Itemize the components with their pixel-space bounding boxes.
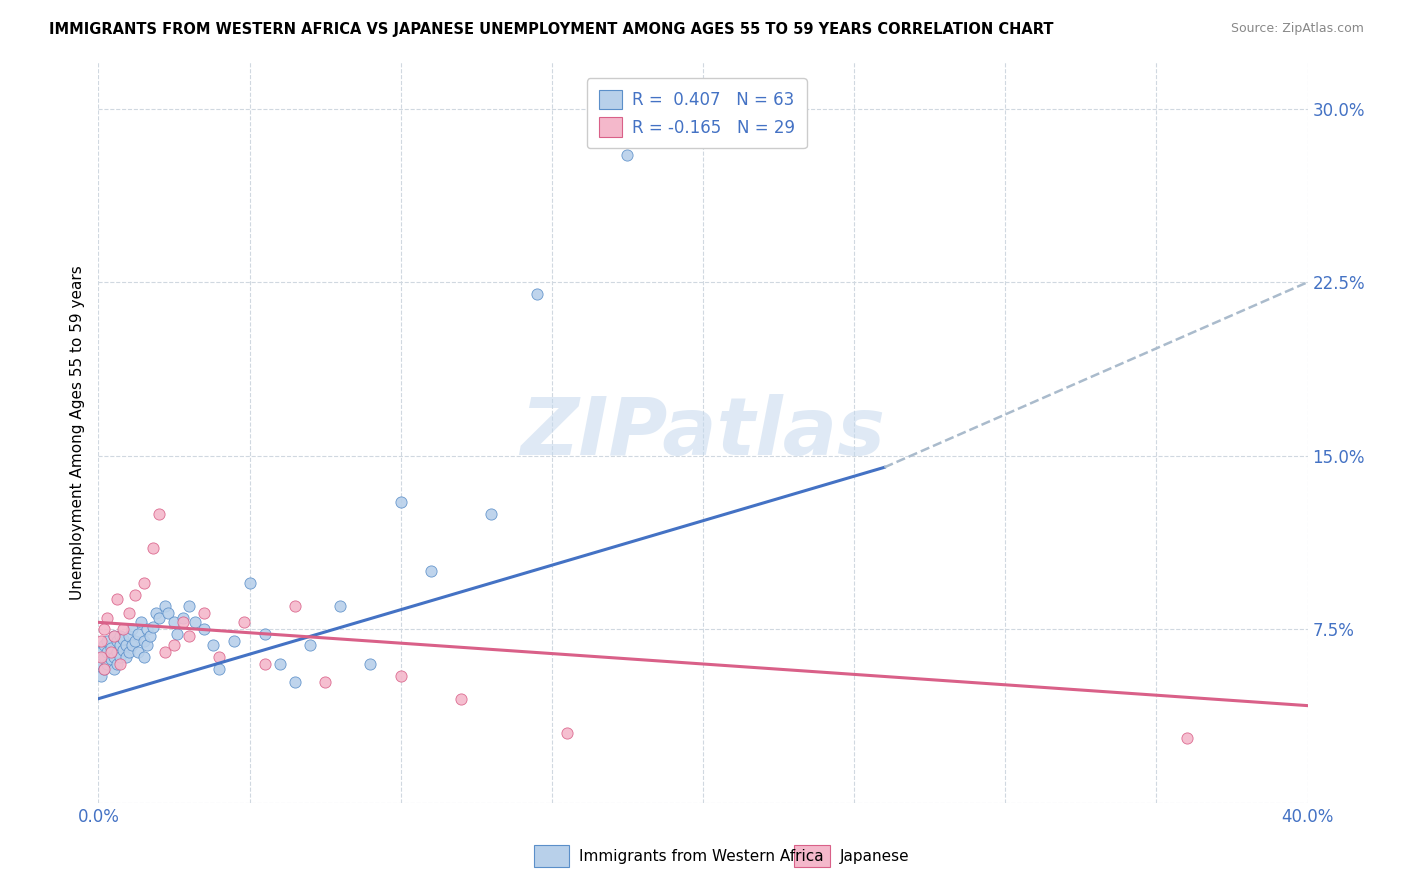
Point (172, 610, 194, 624)
Point (142, 620, 165, 634)
Point (127, 627, 149, 641)
Point (616, 148, 638, 162)
Point (124, 588, 146, 602)
Point (329, 599, 352, 614)
Point (93, 622, 115, 636)
Point (108, 650, 131, 665)
Point (389, 495, 412, 509)
Point (135, 622, 157, 636)
Point (145, 606, 167, 620)
Point (93, 639, 115, 653)
Point (118, 606, 141, 620)
Point (121, 639, 143, 653)
Point (179, 599, 201, 614)
Point (103, 629, 125, 643)
Point (96, 610, 118, 624)
Point (314, 675, 336, 690)
Point (96, 657, 118, 671)
Point (156, 606, 179, 620)
Point (132, 576, 155, 591)
Point (450, 691, 472, 706)
Point (389, 668, 412, 682)
Point (132, 633, 155, 648)
Text: Japanese: Japanese (839, 849, 910, 863)
Point (148, 507, 170, 521)
Point (163, 639, 186, 653)
Point (105, 592, 128, 607)
Point (111, 643, 134, 657)
Point (114, 650, 136, 665)
Point (172, 615, 194, 630)
Point (299, 639, 322, 653)
Text: Immigrants from Western Africa: Immigrants from Western Africa (579, 849, 824, 863)
Point (93, 662, 115, 676)
Point (135, 639, 157, 653)
Point (284, 675, 307, 690)
Point (1175, 731, 1198, 745)
Point (129, 615, 152, 630)
Text: IMMIGRANTS FROM WESTERN AFRICA VS JAPANESE UNEMPLOYMENT AMONG AGES 55 TO 59 YEAR: IMMIGRANTS FROM WESTERN AFRICA VS JAPANE… (49, 22, 1053, 37)
Point (284, 599, 307, 614)
Point (360, 657, 382, 671)
Point (121, 622, 143, 636)
Point (111, 632, 134, 646)
Point (142, 541, 165, 556)
Point (132, 650, 155, 665)
Point (269, 657, 291, 671)
Point (232, 615, 254, 630)
Point (179, 629, 201, 643)
Point (114, 639, 136, 653)
Point (93, 662, 115, 676)
Point (193, 622, 215, 636)
Point (202, 639, 225, 653)
Point (224, 633, 246, 648)
Point (111, 622, 134, 636)
Point (193, 606, 215, 620)
Y-axis label: Unemployment Among Ages 55 to 59 years: Unemployment Among Ages 55 to 59 years (69, 265, 84, 600)
Legend: R =  0.407   N = 63, R = -0.165   N = 29: R = 0.407 N = 63, R = -0.165 N = 29 (588, 78, 807, 148)
Point (166, 627, 188, 641)
Text: ZIPatlas: ZIPatlas (520, 393, 886, 472)
Point (118, 645, 141, 659)
Point (100, 640, 122, 655)
Point (100, 652, 122, 666)
Point (420, 565, 443, 579)
Point (208, 662, 231, 676)
Point (105, 633, 128, 648)
Point (153, 645, 176, 659)
Point (124, 633, 146, 648)
Point (526, 286, 548, 301)
Point (139, 629, 162, 643)
Text: Source: ZipAtlas.com: Source: ZipAtlas.com (1230, 22, 1364, 36)
Point (208, 650, 231, 665)
Point (127, 645, 149, 659)
Point (90, 633, 112, 648)
Point (100, 645, 122, 659)
Point (103, 662, 125, 676)
Point (184, 615, 207, 630)
Point (253, 627, 276, 641)
Point (96, 645, 118, 659)
Point (105, 645, 128, 659)
Point (555, 726, 578, 740)
Point (103, 650, 125, 665)
Point (103, 629, 125, 643)
Point (239, 576, 262, 591)
Point (253, 657, 276, 671)
Point (163, 615, 186, 630)
Point (90, 650, 112, 665)
Point (105, 657, 128, 671)
Point (108, 639, 131, 653)
Point (153, 599, 176, 614)
Point (108, 657, 131, 671)
Point (93, 650, 115, 665)
Point (90, 645, 112, 659)
Point (148, 610, 170, 624)
Point (481, 507, 503, 521)
Point (118, 629, 141, 643)
Point (108, 629, 131, 643)
Point (96, 633, 118, 648)
Point (90, 657, 112, 671)
Point (90, 668, 112, 682)
